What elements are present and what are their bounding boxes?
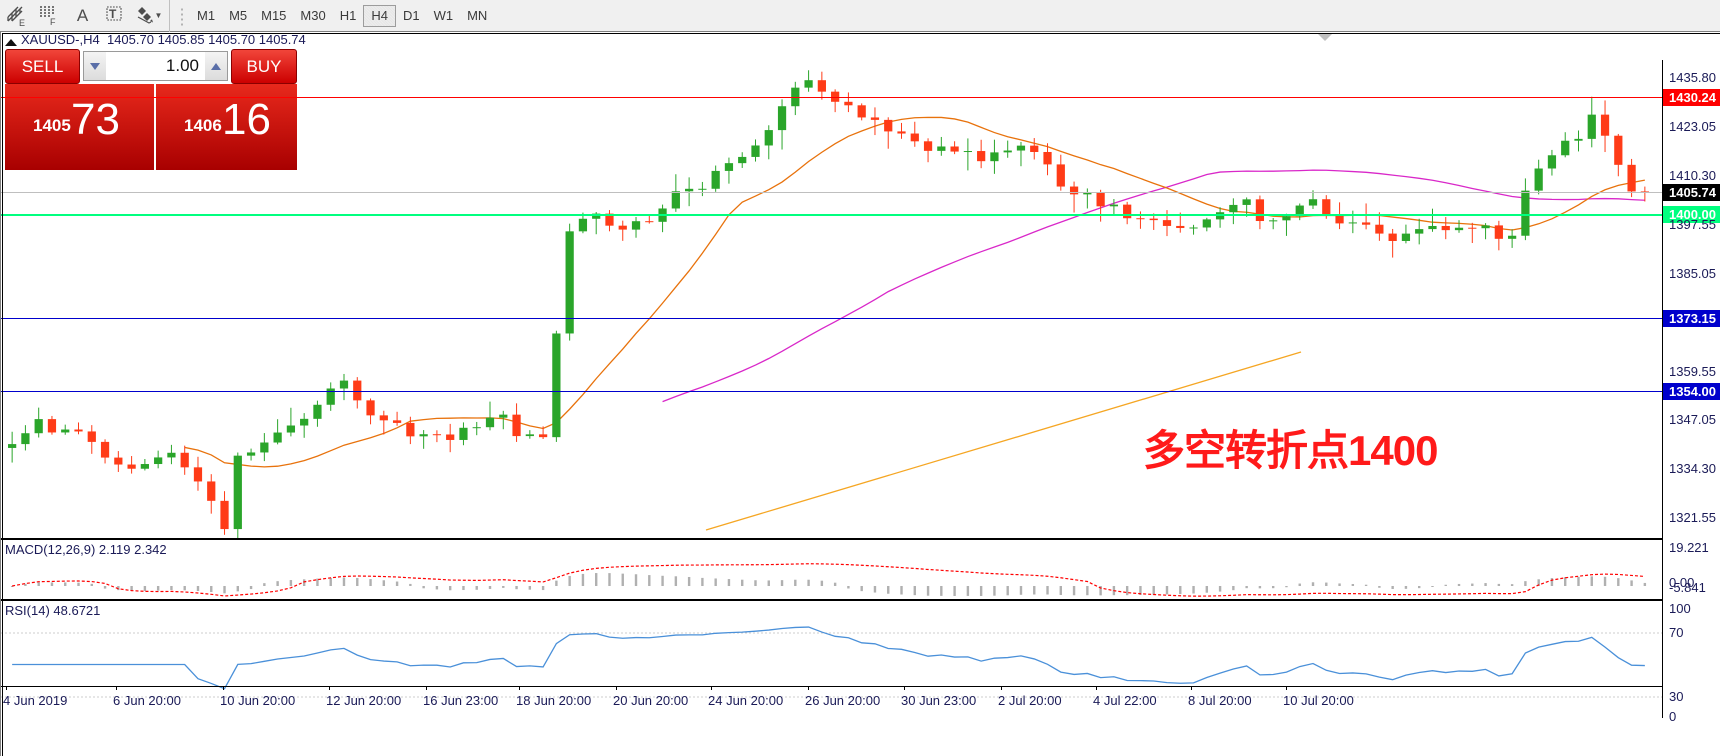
svg-text:F: F [50, 17, 56, 27]
svg-text:E: E [19, 18, 25, 27]
svg-text:T: T [109, 7, 117, 21]
